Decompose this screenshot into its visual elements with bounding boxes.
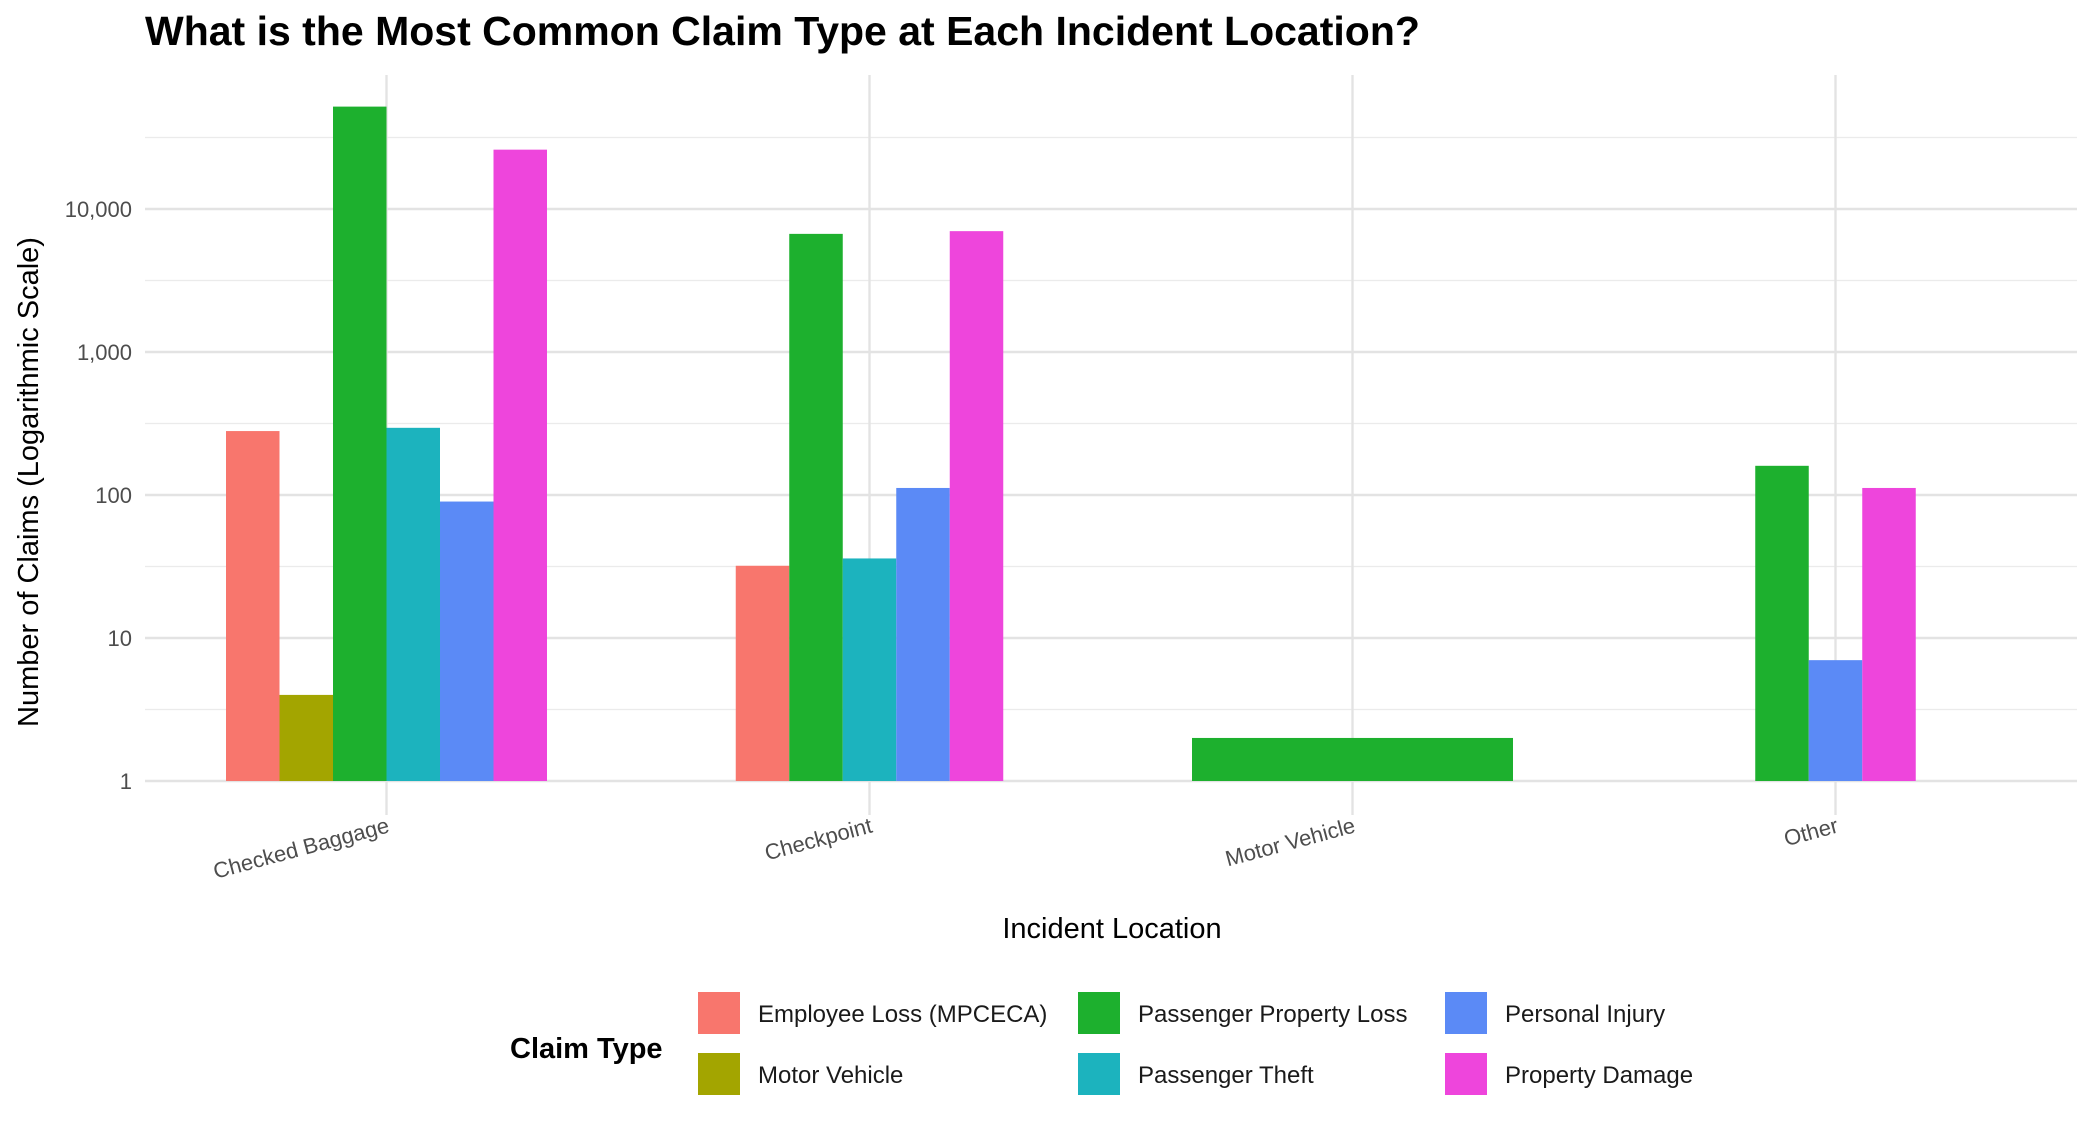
x-tick-label: Other (1781, 813, 1841, 851)
legend: Claim Type Employee Loss (MPCECA) Motor … (510, 985, 1770, 1115)
x-tick-label: Checked Baggage (210, 813, 391, 884)
legend-swatch (1445, 1053, 1487, 1095)
y-tick-label: 10,000 (65, 197, 132, 222)
legend-swatch (698, 1053, 740, 1095)
bar-personal-injury (440, 501, 494, 781)
y-tick-label: 100 (95, 483, 132, 508)
bar-property-damage (949, 231, 1004, 781)
x-tick-label: Motor Vehicle (1223, 813, 1358, 872)
legend-label: Passenger Property Loss (1138, 1001, 1408, 1028)
bar-passenger-theft (386, 427, 440, 781)
legend-label: Passenger Theft (1138, 1062, 1314, 1089)
legend-swatch (698, 992, 740, 1034)
bar-property-damage (1862, 487, 1916, 781)
bars (226, 106, 1916, 782)
bar-motor-vehicle (279, 694, 333, 781)
bar-personal-injury (896, 487, 950, 781)
legend-swatch (1078, 992, 1120, 1034)
legend-label: Personal Injury (1505, 1001, 1666, 1028)
bar-personal-injury (1808, 660, 1863, 781)
bar-employee-loss-mpceca (735, 565, 790, 781)
bar-passenger-theft (842, 558, 897, 781)
legend-swatch (1445, 992, 1487, 1034)
bar-property-damage (493, 149, 547, 781)
bar-passenger-property-loss (1755, 465, 1809, 781)
y-tick-labels: 1 10 100 1,000 10,000 (65, 197, 132, 794)
legend-label: Motor Vehicle (758, 1062, 904, 1089)
y-tick-label: 10 (108, 626, 132, 651)
chart-title: What is the Most Common Claim Type at Ea… (145, 8, 1420, 54)
x-tick-label: Checkpoint (762, 813, 875, 866)
y-tick-label: 1 (120, 769, 132, 794)
y-axis-title: Number of Claims (Logarithmic Scale) (13, 237, 45, 727)
x-tick-labels: Checked Baggage Checkpoint Motor Vehicle Ot… (210, 813, 1840, 884)
x-axis-title: Incident Location (1002, 913, 1221, 945)
y-tick-label: 1,000 (77, 340, 132, 365)
legend-label: Property Damage (1505, 1062, 1694, 1089)
legend-label: Employee Loss (MPCECA) (758, 1001, 1048, 1028)
bar-passenger-property-loss (789, 233, 843, 781)
legend-title: Claim Type (510, 1033, 663, 1065)
chart-plot: 1 10 100 1,000 10,000 Checked Baggage Checkpo… (13, 75, 2077, 945)
bar-passenger-property-loss (1192, 737, 1513, 781)
bar-passenger-property-loss (333, 106, 387, 782)
legend-swatch (1078, 1053, 1120, 1095)
bar-employee-loss-mpceca (226, 431, 280, 781)
